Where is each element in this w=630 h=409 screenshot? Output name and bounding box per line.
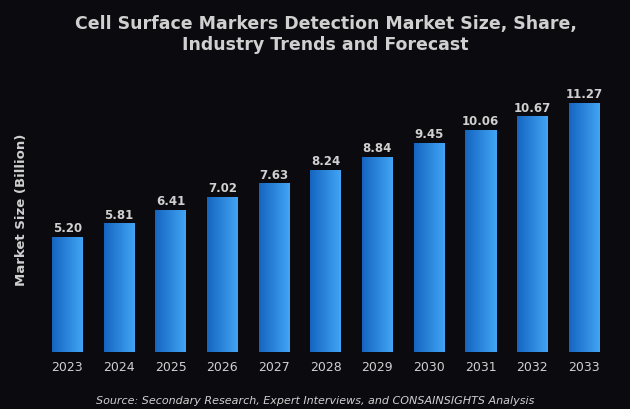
Bar xyxy=(207,198,238,352)
Bar xyxy=(52,238,83,352)
Text: 9.45: 9.45 xyxy=(415,128,444,141)
Bar xyxy=(465,131,496,352)
Text: 5.81: 5.81 xyxy=(105,208,134,221)
Text: 7.63: 7.63 xyxy=(260,168,289,181)
Bar xyxy=(258,184,290,352)
Bar xyxy=(517,117,548,352)
Y-axis label: Market Size (Billion): Market Size (Billion) xyxy=(15,133,28,285)
Text: 8.24: 8.24 xyxy=(311,155,340,168)
Text: 10.67: 10.67 xyxy=(513,101,551,114)
Bar xyxy=(103,225,134,352)
Title: Cell Surface Markers Detection Market Size, Share,
Industry Trends and Forecast: Cell Surface Markers Detection Market Si… xyxy=(75,15,576,54)
Text: 10.06: 10.06 xyxy=(462,115,500,128)
Bar xyxy=(310,171,341,352)
Bar xyxy=(568,104,600,352)
Bar xyxy=(362,158,393,352)
Text: 5.20: 5.20 xyxy=(53,222,82,235)
Bar xyxy=(413,144,445,352)
Bar xyxy=(155,211,186,352)
Text: Source: Secondary Research, Expert Interviews, and CONSAINSIGHTS Analysis: Source: Secondary Research, Expert Inter… xyxy=(96,395,534,405)
Text: 11.27: 11.27 xyxy=(566,88,602,101)
Text: 8.84: 8.84 xyxy=(363,142,392,155)
Text: 6.41: 6.41 xyxy=(156,195,185,208)
Text: 7.02: 7.02 xyxy=(208,182,237,195)
